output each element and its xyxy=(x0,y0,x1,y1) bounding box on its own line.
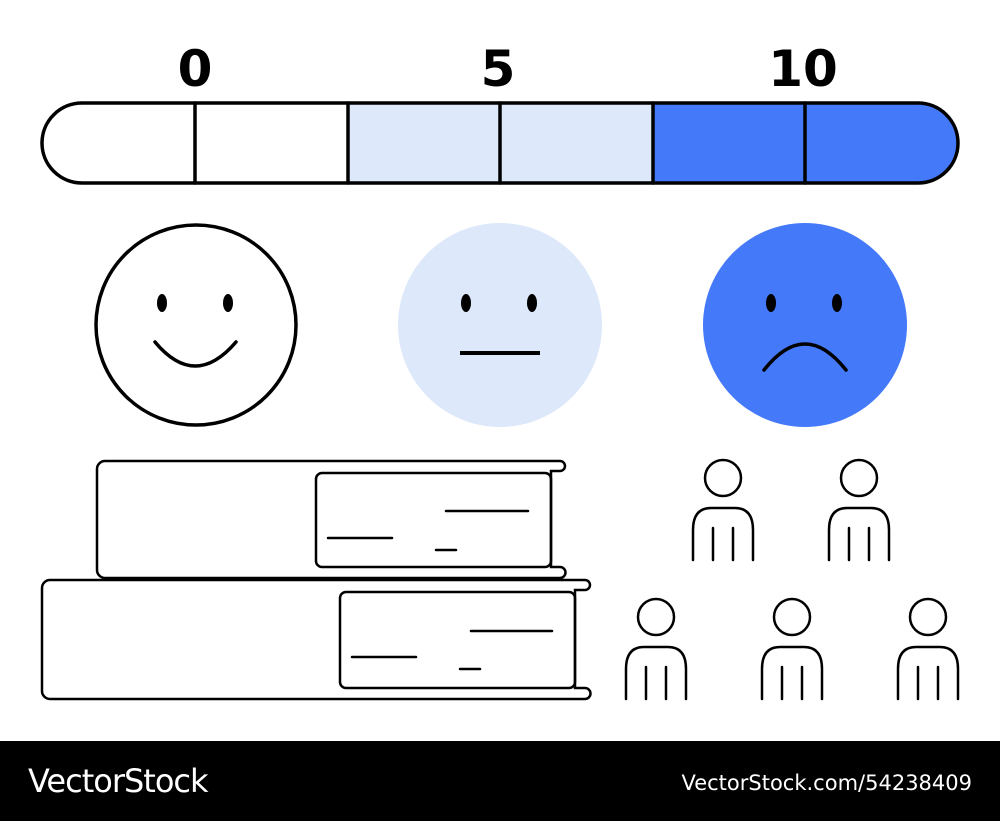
footer-band xyxy=(0,741,1000,821)
scale-label: 10 xyxy=(768,40,838,98)
face-sad xyxy=(703,223,907,427)
face-neutral xyxy=(398,223,602,427)
people xyxy=(624,458,960,701)
footer-id: VectorStock.com/54238409 xyxy=(681,771,972,795)
scale-labels: 0 5 10 xyxy=(178,40,838,98)
scale-label: 5 xyxy=(481,40,516,98)
books xyxy=(40,459,592,701)
face-happy xyxy=(94,223,298,427)
scale-label: 0 xyxy=(178,40,213,98)
footer-brand: VectorStock xyxy=(28,762,209,800)
